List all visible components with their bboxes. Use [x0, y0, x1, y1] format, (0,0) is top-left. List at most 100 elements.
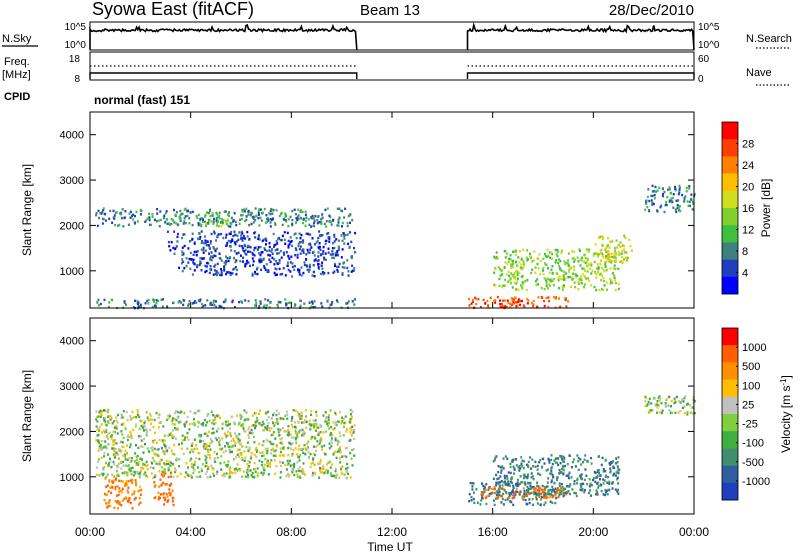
velocity-cell: [300, 411, 303, 414]
power-cell: [155, 299, 158, 302]
power-cell: [677, 207, 680, 210]
velocity-cell: [193, 423, 196, 426]
velocity-cell: [334, 438, 337, 442]
power-cell: [510, 297, 513, 300]
power-cell: [108, 301, 111, 304]
power-cell: [299, 304, 302, 307]
power-cbtick-label-3: 16: [742, 203, 754, 215]
power-cell: [516, 264, 519, 268]
time-axis-label: Time UT: [367, 540, 413, 554]
velocity-cbtick-label-1: 500: [742, 361, 760, 373]
velocity-cell: [158, 460, 161, 464]
velocity-cell: [249, 469, 252, 472]
velocity-cell: [133, 498, 136, 501]
power-cell: [545, 263, 548, 266]
velocity-cell: [266, 459, 269, 462]
velocity-cell: [350, 415, 353, 419]
power-cell: [513, 302, 515, 305]
velocity-cell: [583, 458, 586, 461]
power-cell: [220, 224, 223, 228]
velocity-cell: [103, 409, 105, 412]
velocity-cell: [141, 426, 144, 429]
power-cell: [265, 249, 268, 253]
power-cell: [220, 272, 223, 275]
power-cell: [291, 218, 294, 222]
velocity-cell: [126, 435, 129, 438]
velocity-cell: [234, 471, 237, 474]
velocity-cell: [506, 498, 509, 501]
velocity-cell: [115, 416, 118, 419]
power-cell: [539, 273, 542, 276]
power-cell: [311, 214, 314, 218]
power-swatch-2: [722, 156, 738, 174]
velocity-cell: [512, 489, 514, 492]
velocity-cell: [298, 459, 301, 462]
power-cell: [520, 284, 523, 287]
velocity-cell: [194, 438, 197, 441]
velocity-cell: [305, 415, 307, 418]
power-cell: [565, 272, 568, 275]
power-cell: [239, 260, 242, 263]
power-cell: [321, 216, 324, 219]
power-cell: [616, 246, 619, 249]
power-cell: [281, 234, 284, 238]
power-cell: [468, 297, 470, 301]
velocity-cell: [539, 473, 542, 476]
velocity-cell: [147, 418, 150, 422]
power-cell: [232, 268, 235, 271]
power-cell: [226, 222, 229, 225]
power-cell: [279, 249, 282, 253]
velocity-cell: [229, 466, 232, 469]
velocity-cell: [275, 413, 278, 417]
velocity-cell: [606, 489, 609, 493]
velocity-cell: [116, 485, 119, 488]
velocity-cbtick-label-6: -500: [742, 457, 764, 469]
power-cell: [172, 246, 175, 250]
power-cell: [494, 267, 497, 270]
power-cell: [318, 230, 321, 233]
power-cell: [192, 253, 195, 256]
velocity-cell: [559, 471, 562, 474]
power-cell: [472, 300, 474, 303]
velocity-cell: [315, 445, 318, 448]
power-cell: [499, 305, 502, 309]
power-cell: [675, 199, 678, 202]
velocity-cell: [304, 447, 307, 450]
velocity-cell: [505, 492, 508, 495]
power-cell: [200, 248, 203, 251]
velocity-cell: [592, 478, 594, 482]
velocity-cell: [254, 420, 257, 423]
velocity-cell: [648, 410, 651, 413]
power-cell: [583, 253, 586, 257]
velocity-cell: [266, 464, 269, 468]
power-cell: [249, 264, 251, 268]
velocity-cell: [295, 441, 298, 444]
velocity-cell: [276, 420, 279, 424]
power-cell: [284, 274, 287, 277]
power-cell: [568, 269, 571, 272]
velocity-cell: [312, 445, 315, 448]
velocity-cell: [351, 464, 354, 467]
velocity-cell: [272, 447, 275, 450]
power-cell: [269, 225, 272, 228]
power-cell: [213, 230, 216, 233]
velocity-cell: [203, 447, 206, 450]
power-cell: [522, 265, 525, 269]
velocity-cell: [308, 419, 311, 422]
power-cell: [693, 193, 696, 196]
velocity-cell: [571, 460, 574, 464]
velocity-cell: [238, 433, 241, 436]
velocity-cell: [140, 420, 143, 423]
power-cell: [595, 273, 598, 276]
power-cell: [577, 260, 580, 263]
velocity-cell: [248, 436, 251, 439]
power-cell: [572, 257, 575, 260]
power-cell: [98, 216, 100, 220]
power-cell: [258, 304, 261, 308]
power-cell: [505, 273, 508, 276]
velocity-cell: [311, 474, 314, 477]
velocity-cell: [286, 463, 289, 466]
velocity-cell: [228, 468, 231, 471]
power-cell: [621, 261, 624, 265]
velocity-cell: [287, 454, 290, 457]
